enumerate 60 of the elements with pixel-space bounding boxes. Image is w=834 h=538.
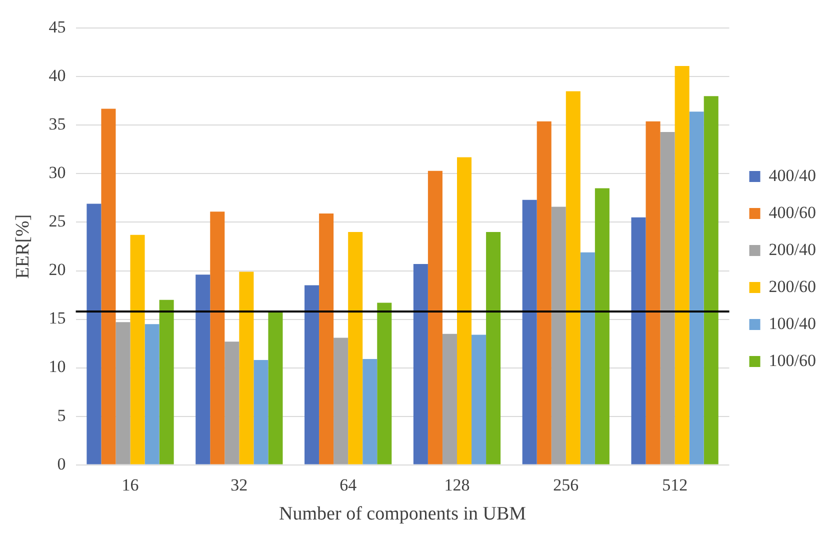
bar	[522, 200, 537, 464]
bar	[304, 285, 320, 464]
legend-label: 100/40	[768, 314, 816, 333]
bar	[362, 359, 378, 464]
bar	[428, 170, 442, 464]
legend-label: 200/60	[768, 276, 816, 296]
bar	[130, 234, 145, 464]
legend-label: 200/40	[768, 240, 816, 259]
x-axis-title: Number of components in UBM	[279, 504, 526, 525]
bar	[377, 302, 392, 464]
legend-label: 400/40	[768, 166, 816, 185]
bar	[319, 214, 334, 464]
bar	[254, 360, 268, 464]
bar	[580, 252, 595, 464]
bar	[116, 322, 130, 464]
x-tick-label: 256	[553, 475, 579, 494]
bar	[536, 121, 552, 464]
bar	[239, 272, 254, 464]
x-tick-label: 64	[340, 475, 358, 494]
y-tick-label: 35	[48, 114, 66, 134]
bar	[486, 232, 501, 464]
bar	[86, 204, 102, 464]
bar	[224, 342, 240, 464]
bar	[689, 112, 704, 464]
bar	[413, 264, 428, 464]
bar	[472, 334, 486, 464]
bar	[674, 66, 690, 464]
y-tick-label: 25	[48, 212, 66, 231]
y-tick-label: 5	[57, 406, 66, 425]
x-tick-label: 512	[662, 475, 688, 494]
bar	[268, 312, 283, 464]
x-tick-label: 32	[230, 475, 248, 494]
bar	[456, 157, 472, 464]
bar	[334, 338, 348, 464]
legend-label: 100/60	[768, 350, 816, 370]
x-tick-label: 128	[444, 475, 470, 494]
y-tick-label: 10	[48, 357, 66, 376]
bar	[660, 132, 675, 464]
bar	[159, 300, 174, 464]
y-tick-label: 15	[48, 308, 66, 328]
bar	[631, 217, 646, 464]
y-tick-label: 40	[48, 66, 66, 86]
bar	[144, 324, 160, 464]
bar	[566, 91, 580, 464]
legend-label: 400/60	[768, 202, 816, 222]
bar	[442, 334, 457, 464]
x-tick-label: 16	[122, 475, 139, 494]
bar	[646, 121, 660, 464]
y-tick-label: 45	[48, 18, 66, 37]
y-axis-title: EER[%]	[12, 214, 34, 279]
bar	[210, 212, 225, 464]
bar	[594, 188, 610, 464]
bar	[348, 232, 363, 464]
y-tick-label: 20	[48, 260, 66, 280]
bar	[101, 108, 116, 464]
y-tick-label: 30	[48, 163, 66, 182]
bar	[196, 274, 210, 464]
bar	[704, 96, 718, 464]
y-tick-label: 0	[57, 454, 66, 474]
bar	[551, 206, 566, 464]
